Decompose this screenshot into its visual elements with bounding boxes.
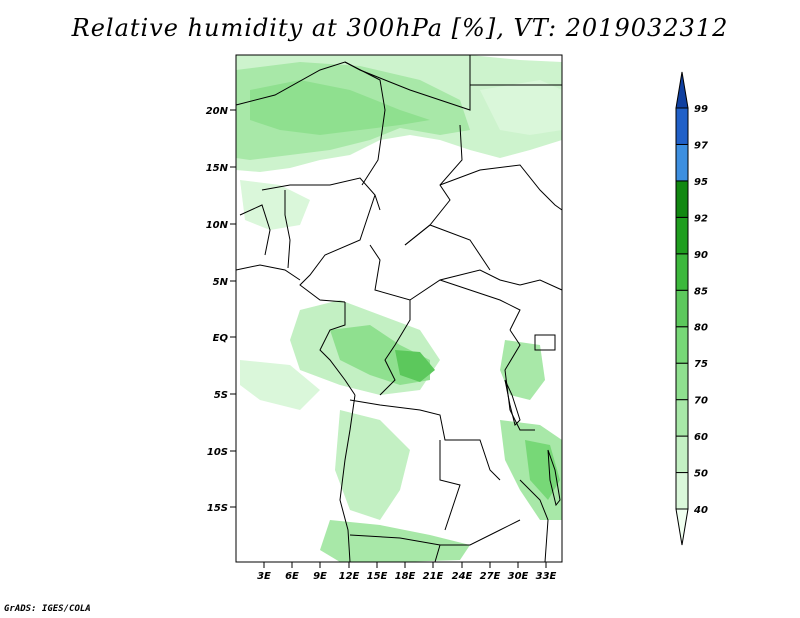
- lat-label-5s: 5S: [214, 390, 228, 401]
- humidity-shading: [236, 55, 562, 562]
- lat-label-20n: 20N: [206, 106, 229, 117]
- colorbar-label: 60: [694, 432, 708, 443]
- border-congo-east: [379, 300, 411, 396]
- lon-label-9e: 9E: [313, 571, 327, 582]
- border-drc-north: [439, 279, 521, 331]
- lat-label-10n: 10N: [206, 220, 229, 231]
- lat-label-10s: 10S: [207, 447, 228, 458]
- colorbar-segment: [675, 399, 689, 437]
- lon-label-21e: 21E: [423, 571, 444, 582]
- credit-text: GrADS: IGES/COLA: [4, 604, 91, 614]
- lake-tanganyika: [504, 379, 521, 426]
- colorbar-segment: [675, 107, 689, 145]
- border-angola-north: [349, 399, 501, 481]
- colorbar-label: 99: [694, 104, 708, 115]
- lon-label-18e: 18E: [395, 571, 416, 582]
- lon-label-3e: 3E: [257, 571, 271, 582]
- colorbar-segment: [675, 180, 689, 218]
- lat-label-5n: 5N: [213, 277, 229, 288]
- colorbar-segment: [675, 143, 689, 182]
- colorbar-label: 97: [694, 140, 708, 151]
- colorbar-segment: [675, 326, 689, 364]
- colorbar-segment: [675, 472, 689, 510]
- colorbar-segment: [675, 289, 689, 328]
- border-car: [369, 244, 521, 301]
- border-car-north: [404, 224, 491, 271]
- colorbar-label: 75: [694, 359, 708, 370]
- colorbar-segment: [675, 216, 689, 255]
- colorbar-label: 85: [694, 286, 708, 297]
- lon-label-15e: 15E: [367, 571, 388, 582]
- colorbar-label: 50: [694, 469, 708, 480]
- humidity-blob-angola: [335, 410, 410, 520]
- lon-label-33e: 33E: [536, 571, 557, 582]
- border-south: [349, 519, 521, 546]
- border-niger-nigeria: [261, 177, 381, 211]
- lon-label-24e: 24E: [452, 571, 473, 582]
- colorbar-label: 90: [694, 250, 708, 261]
- border-east-1: [519, 279, 563, 291]
- border-south-2: [434, 544, 441, 563]
- humidity-blob-ne: [480, 80, 562, 135]
- lon-label-6e: 6E: [285, 571, 299, 582]
- colorbar-segment: [675, 253, 689, 291]
- colorbar-label: 92: [694, 213, 708, 224]
- lon-label-27e: 27E: [480, 571, 501, 582]
- border-north-2: [344, 55, 471, 111]
- humidity-blob-west: [240, 180, 310, 230]
- border-congo-north: [319, 302, 356, 396]
- colorbar-label: 80: [694, 323, 708, 334]
- colorbar-label: 40: [693, 505, 708, 516]
- humidity-blob-coast: [240, 360, 320, 410]
- border-west-inner-1: [239, 204, 271, 256]
- border-nigeria-cameroon: [299, 194, 376, 303]
- lon-axis: 3E 6E 9E 12E 15E 18E 21E 24E 27E 30E 33E: [257, 562, 557, 582]
- border-west-coast: [235, 264, 301, 281]
- lat-axis: 20N 15N 10N 5N EQ 5S 10S 15S: [206, 106, 236, 514]
- lon-label-12e: 12E: [339, 571, 360, 582]
- chart-title: Relative humidity at 300hPa [%], VT: 201…: [71, 14, 729, 42]
- border-west-inner-2: [284, 190, 291, 269]
- colorbar-segment: [675, 362, 689, 401]
- borders: [235, 55, 563, 563]
- border-east-lake: [534, 334, 556, 351]
- border-sudan-east: [439, 164, 563, 211]
- border-coast-south: [339, 394, 356, 563]
- humidity-blob-east-lakes: [500, 340, 545, 400]
- humidity-blob-south: [320, 520, 470, 562]
- lake-malawi: [547, 449, 561, 507]
- humidity-core-north-2: [250, 80, 430, 135]
- colorbar-upper-extension: [675, 71, 689, 109]
- border-east-south: [519, 479, 549, 563]
- humidity-core-congo-2: [395, 350, 435, 382]
- lat-label-15s: 15S: [207, 503, 228, 514]
- colorbar-label: 95: [694, 177, 708, 188]
- map-frame: [235, 54, 563, 563]
- lat-label-eq: EQ: [213, 333, 229, 344]
- lon-label-30e: 30E: [508, 571, 529, 582]
- border-angola-east: [439, 440, 461, 531]
- colorbar-lower-extension: [675, 508, 689, 546]
- lat-label-15n: 15N: [206, 163, 229, 174]
- colorbar-segment: [675, 435, 689, 474]
- colorbar: 40 50 60 70 75 80 85 90 92 95 97 99: [675, 71, 708, 546]
- colorbar-label: 70: [694, 396, 708, 407]
